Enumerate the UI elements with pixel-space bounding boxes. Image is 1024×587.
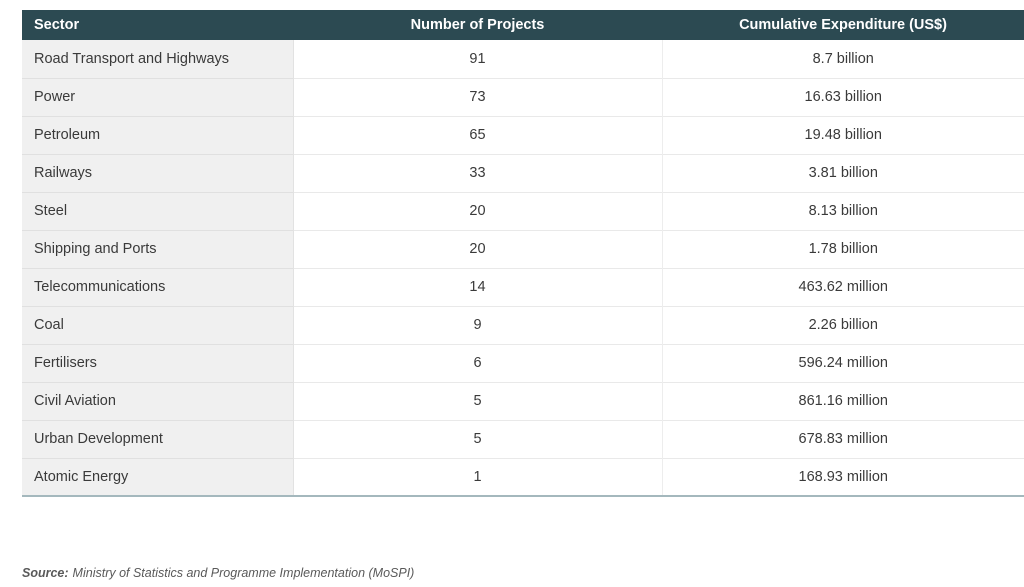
table-row: Civil Aviation 5 861.16 million — [22, 381, 1024, 420]
expenditure-cell: 8.7 billion — [662, 40, 1024, 78]
table-row: Atomic Energy 1 168.93 million — [22, 457, 1024, 496]
projects-cell: 14 — [293, 267, 663, 306]
expenditure-cell: 596.24 million — [662, 343, 1024, 382]
expenditure-cell: 463.62 million — [662, 267, 1024, 306]
expenditure-cell: 2.26 billion — [662, 305, 1024, 344]
sector-projects-expenditure-table: Sector Number of Projects Cumulative Exp… — [22, 10, 1024, 497]
table-row: Petroleum 65 19.48 billion — [22, 115, 1024, 154]
sector-cell: Steel — [22, 191, 294, 230]
projects-cell: 5 — [293, 419, 663, 458]
table-row: Coal 9 2.26 billion — [22, 305, 1024, 344]
sector-cell: Shipping and Ports — [22, 229, 294, 268]
expenditure-cell: 861.16 million — [662, 381, 1024, 420]
table-row: Urban Development 5 678.83 million — [22, 419, 1024, 458]
table-row: Railways 33 3.81 billion — [22, 153, 1024, 192]
expenditure-cell: 16.63 billion — [662, 77, 1024, 116]
source-label: Source: — [22, 566, 69, 580]
table-row: Shipping and Ports 20 1.78 billion — [22, 229, 1024, 268]
expenditure-cell: 3.81 billion — [662, 153, 1024, 192]
source-text: Ministry of Statistics and Programme Imp… — [72, 566, 415, 580]
sector-cell: Coal — [22, 305, 294, 344]
table-row: Steel 20 8.13 billion — [22, 191, 1024, 230]
sector-cell: Civil Aviation — [22, 381, 294, 420]
column-header-sector: Sector — [22, 10, 293, 40]
expenditure-cell: 1.78 billion — [662, 229, 1024, 268]
projects-cell: 33 — [293, 153, 663, 192]
sector-cell: Atomic Energy — [22, 457, 294, 496]
table-row: Road Transport and Highways 91 8.7 billion — [22, 40, 1024, 78]
projects-cell: 91 — [293, 40, 663, 78]
sector-cell: Petroleum — [22, 115, 294, 154]
column-header-cumulative-expenditure: Cumulative Expenditure (US$) — [662, 10, 1024, 40]
sector-cell: Urban Development — [22, 419, 294, 458]
table-row: Fertilisers 6 596.24 million — [22, 343, 1024, 382]
projects-cell: 20 — [293, 229, 663, 268]
table-row: Power 73 16.63 billion — [22, 77, 1024, 116]
sector-cell: Railways — [22, 153, 294, 192]
projects-cell: 65 — [293, 115, 663, 154]
sector-cell: Fertilisers — [22, 343, 294, 382]
source-line: Source: Ministry of Statistics and Progra… — [22, 566, 414, 580]
projects-cell: 9 — [293, 305, 663, 344]
column-header-number-of-projects: Number of Projects — [293, 10, 662, 40]
expenditure-cell: 678.83 million — [662, 419, 1024, 458]
table-header: Sector Number of Projects Cumulative Exp… — [22, 10, 1024, 40]
projects-cell: 20 — [293, 191, 663, 230]
projects-cell: 6 — [293, 343, 663, 382]
table-body: Road Transport and Highways 91 8.7 billion… — [22, 40, 1024, 496]
expenditure-cell: 168.93 million — [662, 457, 1024, 496]
expenditure-cell: 19.48 billion — [662, 115, 1024, 154]
projects-cell: 73 — [293, 77, 663, 116]
expenditure-cell: 8.13 billion — [662, 191, 1024, 230]
projects-cell: 5 — [293, 381, 663, 420]
table-row: Telecommunications 14 463.62 million — [22, 267, 1024, 306]
projects-cell: 1 — [293, 457, 663, 496]
header-row: Sector Number of Projects Cumulative Exp… — [22, 10, 1024, 40]
sector-cell: Power — [22, 77, 294, 116]
sector-cell: Road Transport and Highways — [22, 40, 294, 78]
sector-cell: Telecommunications — [22, 267, 294, 306]
